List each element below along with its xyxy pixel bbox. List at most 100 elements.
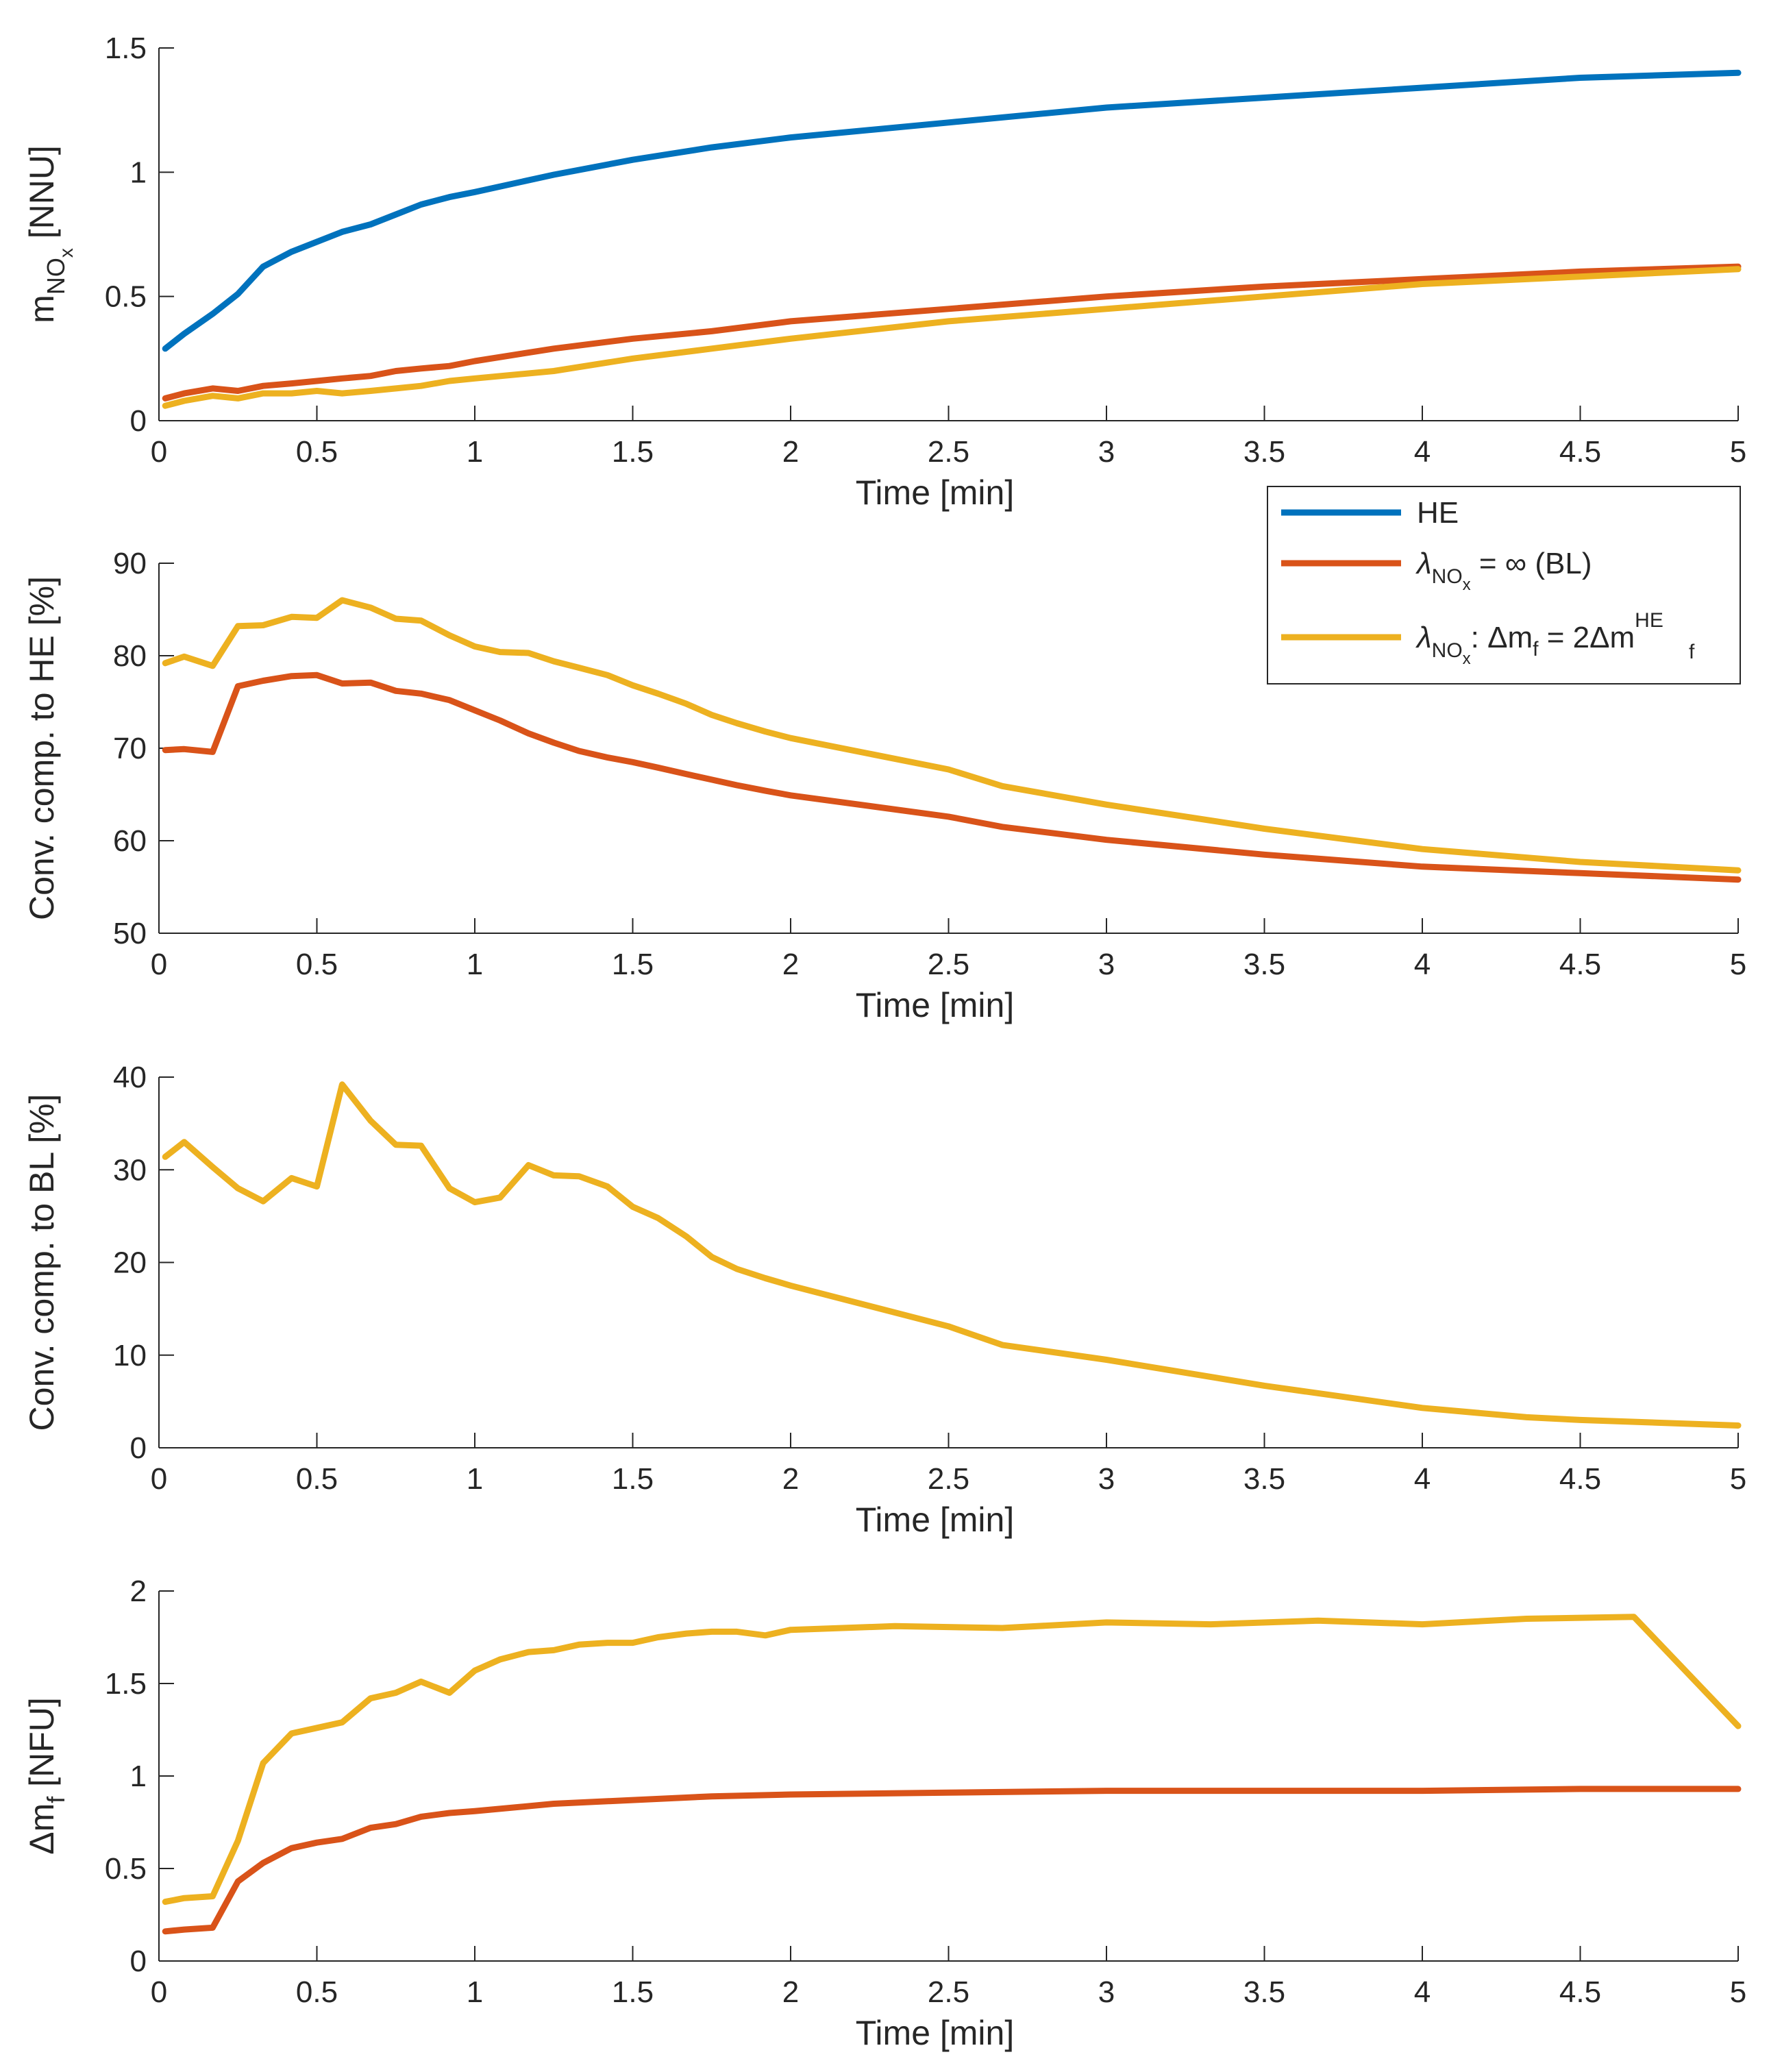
legend-sup: HE <box>1635 609 1663 632</box>
y-label-unit: [NFU] <box>23 1697 61 1796</box>
y-label-unit: [NNU] <box>23 145 61 248</box>
x-tick-label: 1.5 <box>612 435 654 469</box>
y-label-sub: NO <box>42 258 70 295</box>
x-tick-label: 1.5 <box>612 948 654 981</box>
legend-rest2: = 2Δm <box>1539 621 1635 654</box>
subplot-3: 0 0.5 1 1.5 2 2.5 3 3.5 4 4.5 5 0 10 20 30 40 Time [min]… <box>23 1061 1746 1539</box>
y-tick-label: 70 <box>113 732 147 765</box>
series-line-2dm <box>162 266 1742 409</box>
y-tick-label: 0 <box>130 1431 147 1465</box>
y-axis-label: Conv. comp. to BL [%] <box>23 1094 61 1431</box>
y-tick-label: 90 <box>113 547 147 580</box>
legend-sub: NO <box>1432 565 1463 588</box>
y-label-sub: f <box>42 1796 70 1803</box>
x-tick-label: 4.5 <box>1559 435 1601 469</box>
y-tick-label: 0 <box>130 1945 147 1978</box>
x-tick-label: 3.5 <box>1243 1462 1285 1496</box>
x-tick-label: 3 <box>1098 1975 1115 2009</box>
y-tick-label: 30 <box>113 1153 147 1187</box>
x-tick-label: 2.5 <box>928 435 969 469</box>
subplot-4: 0 0.5 1 1.5 2 2.5 3 3.5 4 4.5 5 0 0.5 1 1.5 2 Time [min]… <box>23 1575 1746 2052</box>
x-tick-label: 0 <box>151 948 167 981</box>
y-label-main: m <box>23 295 61 323</box>
legend-label: HE <box>1417 496 1459 530</box>
y-tick-label: 60 <box>113 824 147 858</box>
x-tick-label: 0.5 <box>296 435 338 469</box>
subplot-2: 0 0.5 1 1.5 2 2.5 3 3.5 4 4.5 5 50 60 70 80 90 Time [min… <box>23 547 1746 1024</box>
x-tick-label: 3.5 <box>1243 948 1285 981</box>
x-tick-label: 4 <box>1414 1462 1431 1496</box>
legend-rest: = ∞ (BL) <box>1471 547 1592 580</box>
x-tick-label: 1 <box>467 1462 483 1496</box>
y-tick-label: 1 <box>130 1760 147 1793</box>
x-tick-label: 0 <box>151 1462 167 1496</box>
x-tick-label: 0 <box>151 435 167 469</box>
y-tick-label: 0.5 <box>105 1852 147 1886</box>
x-tick-label: 2 <box>782 948 799 981</box>
y-tick-label: 0.5 <box>105 280 147 314</box>
x-axis-label: Time [min] <box>856 986 1015 1024</box>
legend-rest2-sub: f <box>1689 641 1695 663</box>
x-tick-label: 1.5 <box>612 1462 654 1496</box>
x-tick-label: 3 <box>1098 1462 1115 1496</box>
x-tick-label: 1 <box>467 948 483 981</box>
series-line-2dm <box>162 597 1742 874</box>
y-tick-label: 1.5 <box>105 32 147 65</box>
x-tick-label: 2 <box>782 1975 799 2009</box>
y-tick-label: 2 <box>130 1575 147 1608</box>
x-tick-label: 1 <box>467 1975 483 2009</box>
legend-lambda: λ <box>1415 621 1432 654</box>
x-tick-label: 5 <box>1730 1975 1746 2009</box>
x-tick-label: 5 <box>1730 948 1746 981</box>
y-label-main: Δm <box>23 1803 61 1855</box>
legend-lambda: λ <box>1415 547 1432 580</box>
x-tick-label: 4 <box>1414 1975 1431 2009</box>
series-line-bl <box>162 1786 1742 1935</box>
x-tick-label: 5 <box>1730 1462 1746 1496</box>
legend-label: λNOx = ∞ (BL) <box>1415 547 1592 594</box>
x-axis-label: Time [min] <box>856 2014 1015 2052</box>
y-tick-label: 80 <box>113 639 147 673</box>
series-line-2dm <box>162 1081 1742 1429</box>
x-tick-label: 2 <box>782 435 799 469</box>
x-tick-label: 0.5 <box>296 948 338 981</box>
x-tick-label: 1 <box>467 435 483 469</box>
x-tick-label: 3 <box>1098 435 1115 469</box>
legend-sub: NO <box>1432 639 1463 662</box>
x-axis-label: Time [min] <box>856 1501 1015 1539</box>
x-tick-label: 5 <box>1730 435 1746 469</box>
x-tick-label: 2.5 <box>928 1975 969 2009</box>
legend-box <box>1267 486 1741 684</box>
x-tick-label: 4.5 <box>1559 1975 1601 2009</box>
series-line-bl <box>162 671 1742 883</box>
x-tick-label: 1.5 <box>612 1975 654 2009</box>
x-tick-label: 0.5 <box>296 1975 338 2009</box>
y-tick-label: 1 <box>130 156 147 189</box>
legend-subsub: x <box>1463 576 1471 594</box>
x-tick-label: 2.5 <box>928 1462 969 1496</box>
y-tick-label: 1.5 <box>105 1667 147 1701</box>
y-axis-label: mNOx [NNU] <box>23 145 77 323</box>
x-tick-label: 4.5 <box>1559 1462 1601 1496</box>
legend-rest-sub: f <box>1533 638 1539 661</box>
y-axis-label: Δmf [NFU] <box>23 1697 70 1855</box>
x-tick-label: 4.5 <box>1559 948 1601 981</box>
y-tick-label: 40 <box>113 1061 147 1094</box>
x-tick-label: 4 <box>1414 435 1431 469</box>
y-tick-label: 20 <box>113 1246 147 1280</box>
x-tick-label: 3 <box>1098 948 1115 981</box>
x-tick-label: 0 <box>151 1975 167 2009</box>
subplot-1: 0 0.5 1 1.5 2 2.5 3 3.5 4 4.5 5 0 0.5 1 1.5 Time [min] m… <box>23 32 1746 512</box>
series-line-2dm <box>162 1614 1742 1906</box>
y-axis-label: Conv. comp. to HE [%] <box>23 576 61 920</box>
x-tick-label: 2.5 <box>928 948 969 981</box>
y-tick-label: 0 <box>130 404 147 438</box>
x-tick-label: 2 <box>782 1462 799 1496</box>
y-tick-label: 10 <box>113 1339 147 1372</box>
series-line-bl <box>162 263 1742 402</box>
y-label-subsub: x <box>55 248 77 258</box>
legend-subsub: x <box>1463 650 1471 668</box>
series-line-he <box>162 69 1742 352</box>
